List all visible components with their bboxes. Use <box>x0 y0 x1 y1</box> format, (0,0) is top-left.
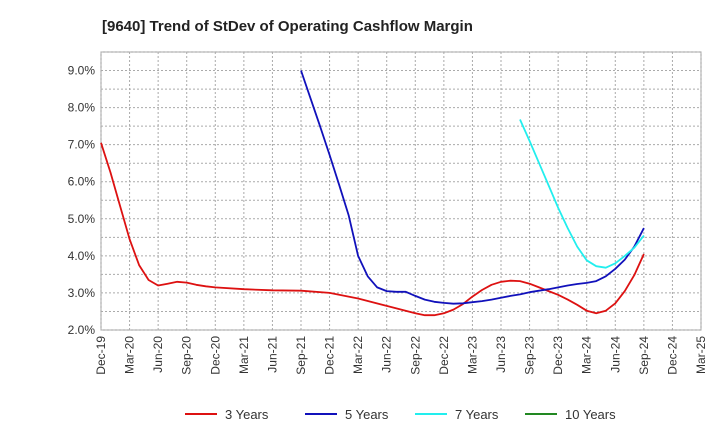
x-tick-label: Dec-23 <box>551 336 565 375</box>
y-tick-label: 3.0% <box>68 286 96 300</box>
legend: 3 Years 5 Years 7 Years 10 Years <box>185 407 616 422</box>
x-tick-label: Jun-22 <box>380 336 394 373</box>
x-tick-label: Dec-21 <box>323 336 337 375</box>
y-tick-label: 6.0% <box>68 175 96 189</box>
legend-label: 10 Years <box>565 407 616 422</box>
x-tick-label: Sep-20 <box>180 336 194 375</box>
x-tick-label: Mar-23 <box>465 336 479 374</box>
x-tick-label: Jun-20 <box>151 336 165 373</box>
y-tick-label: 5.0% <box>68 212 96 226</box>
y-tick-label: 2.0% <box>68 323 96 337</box>
legend-label: 3 Years <box>225 407 269 422</box>
x-tick-label: Mar-24 <box>580 336 594 374</box>
x-tick-label: Dec-24 <box>665 336 679 375</box>
x-tick-label: Mar-20 <box>123 336 137 374</box>
legend-label: 5 Years <box>345 407 389 422</box>
x-tick-label: Sep-21 <box>294 336 308 375</box>
series-line-3-years <box>100 142 645 317</box>
x-tick-label: Jun-21 <box>265 336 279 373</box>
y-tick-label: 8.0% <box>68 101 96 115</box>
y-tick-label: 4.0% <box>68 249 96 263</box>
x-tick-label: Jun-24 <box>608 336 622 373</box>
y-axis: 2.0% 3.0% 4.0% 5.0% 6.0% 7.0% 8.0% 9.0% <box>68 64 96 337</box>
legend-label: 7 Years <box>455 407 499 422</box>
x-tick-label: Mar-25 <box>694 336 708 374</box>
y-tick-label: 7.0% <box>68 138 96 152</box>
x-tick-label: Sep-22 <box>408 336 422 375</box>
series-lines <box>100 70 645 317</box>
series-line-7-years <box>519 119 645 269</box>
x-tick-label: Mar-22 <box>351 336 365 374</box>
x-tick-label: Sep-23 <box>523 336 537 375</box>
x-tick-label: Jun-23 <box>494 336 508 373</box>
x-tick-label: Dec-22 <box>437 336 451 375</box>
x-tick-label: Dec-20 <box>208 336 222 375</box>
x-tick-label: Mar-21 <box>237 336 251 374</box>
grid <box>100 51 702 331</box>
series-line-5-years <box>300 70 645 305</box>
chart-title: [9640] Trend of StDev of Operating Cashf… <box>102 18 473 35</box>
plot-background <box>100 51 702 331</box>
x-tick-label: Sep-24 <box>637 336 651 375</box>
x-tick-label: Dec-19 <box>94 336 108 375</box>
y-tick-label: 9.0% <box>68 64 96 78</box>
x-axis: Dec-19 Mar-20 Jun-20 Sep-20 Dec-20 Mar-21 Jun-… <box>94 336 708 375</box>
plot-area <box>100 51 702 331</box>
